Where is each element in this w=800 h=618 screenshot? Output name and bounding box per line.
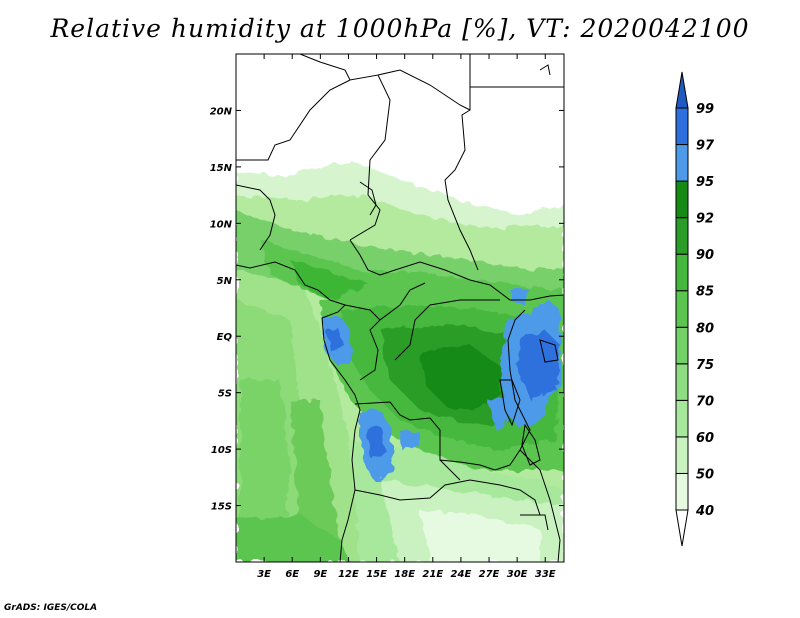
colorbar-label: 75 [696, 358, 714, 373]
lat-tick-label: 15N [210, 163, 233, 174]
colorbar-label: 80 [696, 321, 714, 336]
colorbar-segment [675, 290, 689, 328]
colorbar-segment [675, 326, 689, 365]
colorbar-segment [675, 253, 689, 292]
lon-tick-label: 18E [394, 569, 415, 580]
colorbar-segment [675, 436, 689, 474]
colorbar-label: 99 [696, 102, 714, 117]
colorbar-label: 97 [696, 139, 715, 154]
lon-tick-label: 9E [313, 569, 327, 580]
lon-tick-label: 3E [257, 569, 271, 580]
colorbar-label: 50 [696, 467, 714, 482]
lat-tick-label: 10N [210, 219, 233, 230]
colorbar-segment [675, 107, 689, 146]
lat-tick-label: 15S [211, 502, 232, 513]
colorbar-segment [675, 363, 689, 401]
lat-tick-label: EQ [217, 332, 233, 343]
lat-tick-label: 5S [218, 389, 232, 400]
lon-tick-label: 12E [338, 569, 359, 580]
colorbar-label: 85 [696, 285, 714, 300]
colorbar-bottom-arrow [675, 509, 689, 547]
colorbar-label: 70 [696, 394, 714, 409]
longitude-axis: 3E 6E 9E 12E 15E 18E 21E 24E 27E 30E 33E [257, 54, 556, 580]
lon-tick-label: 30E [507, 569, 528, 580]
colorbar-label: 95 [696, 175, 714, 190]
plot-frame [235, 53, 565, 563]
colorbar-label: 60 [696, 431, 714, 446]
lon-tick-label: 6E [285, 569, 299, 580]
lon-tick-label: 24E [451, 569, 472, 580]
colorbar-top-arrow [675, 71, 689, 109]
lon-tick-label: 33E [535, 569, 556, 580]
latitude-axis: 20N 15N 10N 5N EQ 5S 10S 15S [210, 106, 564, 513]
grads-credit: GrADS: IGES/COLA [4, 603, 98, 613]
lon-tick-label: 21E [422, 569, 443, 580]
colorbar-segment [675, 472, 689, 511]
colorbar-segment [675, 217, 689, 255]
colorbar-segment [675, 180, 689, 219]
colorbar-label: 40 [695, 504, 714, 519]
lat-tick-label: 10S [211, 445, 232, 456]
colorbar-label: 90 [696, 248, 714, 263]
lat-tick-label: 5N [217, 276, 233, 287]
map-title: Relative humidity at 1000hPa [%], VT: 20… [50, 14, 750, 43]
lat-tick-label: 20N [210, 106, 233, 117]
lon-tick-label: 27E [479, 569, 500, 580]
colorbar-segment [675, 399, 689, 438]
humidity-field [236, 54, 564, 562]
country-borders [236, 54, 564, 562]
colorbar-label: 92 [696, 212, 714, 227]
colorbar: 40 50 60 70 75 80 85 90 92 95 97 99 [675, 71, 715, 547]
lon-tick-label: 15E [366, 569, 387, 580]
colorbar-segment [675, 144, 689, 182]
